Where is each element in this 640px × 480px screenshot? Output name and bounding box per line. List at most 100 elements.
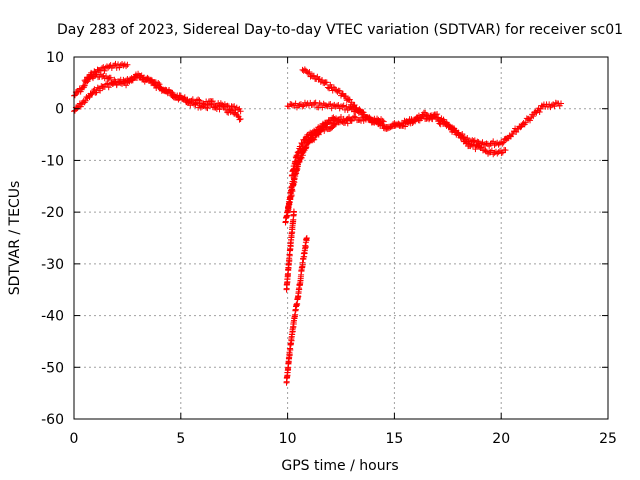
series-arc-10 [283,208,298,293]
data-point [328,105,335,112]
data-point [71,92,78,99]
data-point [502,147,509,154]
data-point [123,63,130,70]
chart-title: Day 283 of 2023, Sidereal Day-to-day VTE… [57,22,623,38]
data-point [105,84,112,91]
data-point [305,70,312,77]
data-point [415,112,422,119]
data-point [324,120,331,127]
data-point [294,153,301,160]
x-tick-label: 5 [176,431,185,447]
data-point [303,101,310,108]
x-tick-label: 10 [279,431,297,447]
data-point [201,101,208,108]
data-point [299,261,306,268]
data-point [219,103,226,110]
data-point [390,122,397,129]
x-tick-label: 15 [385,431,403,447]
data-point [287,347,294,354]
data-point [331,121,338,128]
data-point [224,102,231,109]
data-point [434,114,441,121]
data-point [207,100,214,107]
data-point [348,117,355,124]
data-point [303,235,310,241]
data-point [298,154,305,161]
series-arc-3 [81,70,244,123]
x-tick-label: 20 [492,431,510,447]
series-arc-8 [288,114,338,179]
data-point [366,114,373,121]
data-point [88,91,95,98]
data-point [331,116,338,123]
data-point [513,129,520,136]
data-point [101,67,108,74]
data-point [204,105,211,112]
data-point [123,82,130,89]
data-point [303,143,310,150]
data-point [318,125,325,132]
data-point [120,78,127,85]
data-point [113,82,120,89]
x-tick-label: 25 [599,431,617,447]
data-point [408,116,415,123]
y-tick-label: -20 [41,205,64,221]
data-point [147,76,154,83]
data-point [323,102,330,109]
data-point [116,79,123,86]
data-point [456,131,463,138]
data-point [310,136,317,143]
data-point [472,146,479,153]
data-point [558,100,565,107]
data-point [148,77,155,84]
data-point [291,209,298,216]
data-point [181,95,188,102]
data-point [339,118,346,125]
grid-lines [74,57,608,419]
data-point [548,102,555,109]
data-point [81,82,88,89]
data-point [399,122,406,129]
data-point [312,130,319,137]
data-point [499,140,506,147]
data-point [307,129,314,136]
x-axis-label: GPS time / hours [281,458,398,474]
y-tick-label: -60 [41,412,64,428]
data-point [290,180,297,187]
data-point [319,104,326,111]
data-point [446,124,453,131]
data-point [552,99,559,106]
data-point [291,176,298,183]
data-point [522,119,529,126]
data-point [299,152,306,159]
data-point [319,76,326,83]
data-point [517,124,524,131]
data-point [495,141,502,148]
data-point [297,146,304,153]
data-point [333,102,340,109]
data-point [351,113,358,120]
data-point [413,116,420,123]
series-arc-9 [283,235,310,386]
data-point [509,131,516,138]
data-point [464,139,471,146]
data-point [410,116,417,123]
data-point [386,124,393,131]
data-point [536,109,543,116]
data-point [306,68,313,75]
data-point [93,89,100,96]
data-point [302,145,309,152]
data-point [311,100,318,107]
y-tick-label: -50 [41,360,64,376]
x-axis-ticks: 0 5 10 15 20 25 [70,57,617,447]
data-point [458,135,465,142]
data-point [459,130,466,137]
data-point [491,149,498,156]
data-point [195,96,202,103]
data-point [359,108,366,115]
data-point [231,103,238,110]
data-point [299,103,306,110]
data-point [286,252,293,259]
data-point [482,147,489,154]
